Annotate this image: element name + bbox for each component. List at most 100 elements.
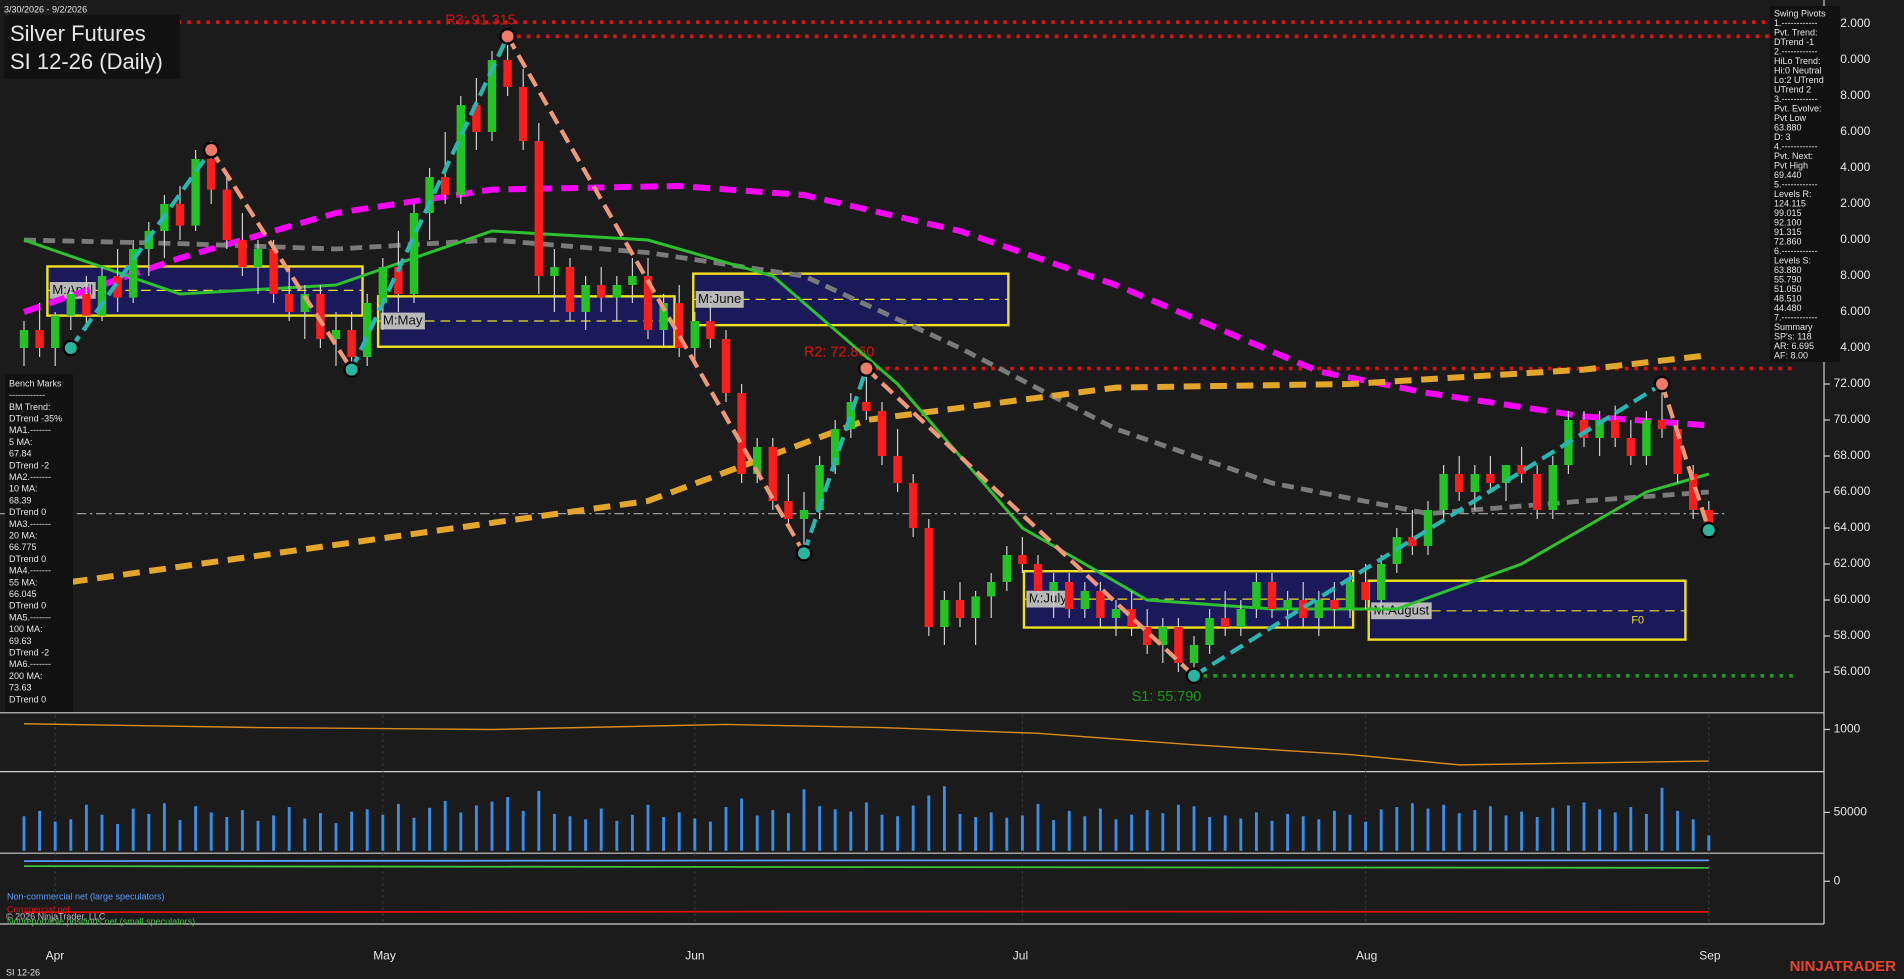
info-line: Pvt. Trend: <box>1774 27 1818 37</box>
candle-body <box>19 330 29 348</box>
candle-body <box>207 159 216 190</box>
candle-body <box>1642 420 1651 457</box>
swing-pivot <box>1185 667 1203 685</box>
info-panel <box>1770 6 1840 362</box>
volume-bar <box>1208 817 1212 851</box>
volume-bar <box>1130 814 1134 851</box>
volume-bar <box>974 817 978 851</box>
candle-body <box>706 321 715 339</box>
volume-bar <box>1270 820 1274 851</box>
volume-bar <box>771 810 775 851</box>
y-tick-label: 90.000 <box>1834 52 1871 66</box>
volume-bar <box>927 795 931 851</box>
candle-body <box>877 411 887 457</box>
volume-bar <box>662 817 666 851</box>
candle-body <box>1096 591 1105 618</box>
y-tick-label: 86.000 <box>1834 124 1871 138</box>
volume-bar <box>116 823 120 851</box>
info-line: Summary <box>1774 322 1813 332</box>
volume-bar <box>740 798 744 851</box>
y-tick-label: 60.000 <box>1834 592 1871 606</box>
candle-body <box>51 315 60 348</box>
candle-body <box>66 294 75 316</box>
candle-body <box>675 303 684 348</box>
volume-bar <box>194 806 198 851</box>
candle-body <box>1189 645 1199 663</box>
instrument: SI 12-26 <box>6 967 40 977</box>
info-line: SP's: 118 <box>1774 331 1812 341</box>
date-range: 3/30/2026 - 9/2/2026 <box>4 4 87 14</box>
info-line: DTrend -1 <box>1774 37 1814 47</box>
candle-body <box>1252 582 1261 609</box>
candle-body <box>441 177 450 196</box>
volume-bar <box>1005 817 1009 851</box>
candle-body <box>909 483 918 528</box>
volume-bar <box>225 817 229 851</box>
candle-body <box>1236 609 1245 627</box>
swing-pivot <box>858 360 875 377</box>
candle-body <box>129 249 138 298</box>
candle-body <box>1501 465 1511 484</box>
volume-bar <box>708 821 712 851</box>
y-tick-label: 72.000 <box>1834 376 1871 390</box>
volume-bar <box>69 819 73 851</box>
info-line: 5.------------ <box>1774 179 1817 189</box>
swing-pivot <box>1700 521 1718 539</box>
x-tick-label: Jun <box>685 949 704 963</box>
volume-bar <box>178 820 182 851</box>
volume-bar <box>677 812 681 851</box>
swing-pivot <box>1653 375 1671 393</box>
candle-body <box>394 267 403 294</box>
volume-bar <box>1582 802 1586 851</box>
candle-body <box>503 60 512 87</box>
candle-body <box>425 177 434 214</box>
level-label: S1: 55.790 <box>1132 689 1202 705</box>
volume-bar <box>1145 810 1149 851</box>
candle-body <box>1283 600 1292 609</box>
y-tick-label: 68.000 <box>1834 448 1871 462</box>
candle-body <box>1361 582 1370 600</box>
candle-body <box>565 267 575 312</box>
y-tick-label: 74.000 <box>1834 340 1871 354</box>
info-line: 7.------------ <box>1774 312 1817 322</box>
benchmark-line: MA5.------- <box>9 612 51 622</box>
y-tick-label: 56.000 <box>1834 664 1871 678</box>
volume-bar <box>1691 819 1695 851</box>
info-line: 3.------------ <box>1774 94 1817 104</box>
volume-bar <box>147 813 151 851</box>
info-line: 63.880 <box>1774 122 1802 132</box>
candle-body <box>581 285 590 312</box>
volume-bar <box>1239 818 1243 851</box>
volume-bar <box>1395 807 1399 851</box>
candle-body <box>628 276 637 285</box>
candle-body <box>1377 564 1386 600</box>
moving-average <box>23 182 1710 429</box>
volume-bar <box>474 805 478 851</box>
monthly-label: M:July <box>1029 591 1068 606</box>
y-tick-label: 76.000 <box>1834 304 1871 318</box>
candle-body <box>191 159 200 226</box>
volume-bar <box>1052 820 1056 851</box>
candle-body <box>1595 420 1604 439</box>
volume-bar <box>365 809 369 851</box>
candle-body <box>1455 474 1464 493</box>
volume-bar <box>334 823 338 851</box>
candle-body <box>1174 627 1183 663</box>
info-line: Hi:0 Neutral <box>1774 65 1822 75</box>
candle-body <box>1423 510 1433 546</box>
info-line: 6.------------ <box>1774 246 1817 256</box>
y-tick-label: 0 <box>1834 873 1841 887</box>
level-label: R2: 72.860 <box>804 345 874 361</box>
candle-body <box>519 87 528 141</box>
candle-body <box>347 330 356 357</box>
candle-body <box>35 330 44 348</box>
brand-logo: NINJATRADER <box>1790 958 1897 975</box>
volume-bar <box>1254 812 1258 851</box>
volume-bar <box>318 813 322 851</box>
benchmark-line: DTrend 0 <box>9 694 46 704</box>
legend-entry: Non-commercial net (large speculators) <box>7 891 165 901</box>
forecast-label: F0 <box>1631 614 1644 626</box>
swing-pivot <box>499 27 517 45</box>
candle-body <box>862 402 871 412</box>
